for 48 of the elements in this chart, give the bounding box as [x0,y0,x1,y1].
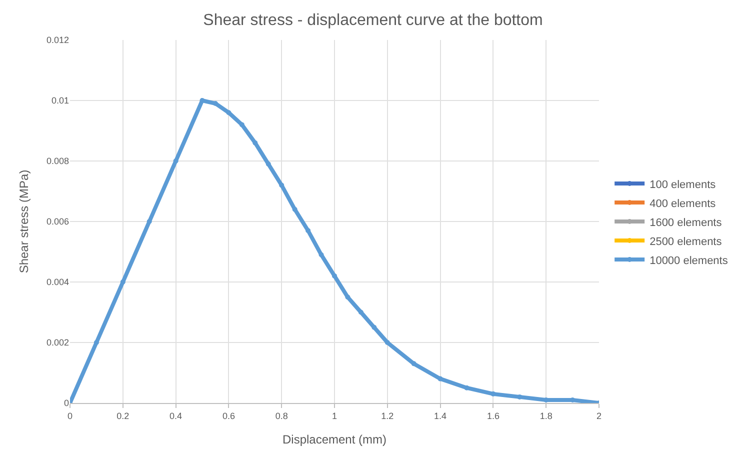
point [279,182,284,188]
x-tick-label: 1.4 [434,410,447,421]
y-tick-label: 0.004 [46,277,69,288]
x-tick-label: 0.2 [116,410,130,421]
x-tick-label: 1 [332,410,338,421]
y-tick-label: 0.012 [46,35,69,46]
point [318,252,324,258]
point [200,98,205,103]
point [438,376,443,382]
point [345,294,350,300]
point [384,340,390,345]
legend-label: 1600 elements [650,216,722,229]
point [252,140,258,146]
point [266,162,271,167]
point [358,310,364,315]
x-axis-title: Displacement (mm) [282,432,387,447]
point [239,122,244,128]
point [372,324,377,330]
legend-label: 100 elements [650,178,716,191]
x-tick-label: 1.2 [381,410,394,421]
point [464,385,470,390]
point [120,280,126,284]
y-tick-label: 0 [64,398,69,408]
point [332,273,337,278]
chart-title: Shear stress - displacement curve at the bottom [203,12,543,29]
point [146,219,152,224]
y-tick-label: 0.008 [46,156,69,166]
point [306,228,311,234]
legend-label: 10000 elements [650,254,728,267]
y-tick-label: 0.002 [46,338,69,348]
y-tick-label: 0.01 [51,96,69,106]
point [292,206,298,212]
legend-label: 2500 elements [650,236,722,248]
point [517,394,522,400]
x-tick-label: 0.6 [222,410,235,421]
x-tick-label: 2 [596,410,602,421]
x-tick-label: 1.8 [540,410,552,421]
legend-label: 400 elements [650,198,716,210]
point [94,340,99,345]
point [411,361,416,366]
x-tick-label: 0.4 [170,410,182,421]
point [490,391,496,396]
y-tick-label: 0.006 [46,216,69,227]
x-tick-label: 0.8 [275,410,288,421]
x-tick-label: 1.6 [486,410,500,421]
point [173,158,178,164]
y-axis-title: Shear stress (MPa) [16,170,31,274]
point [226,110,232,116]
